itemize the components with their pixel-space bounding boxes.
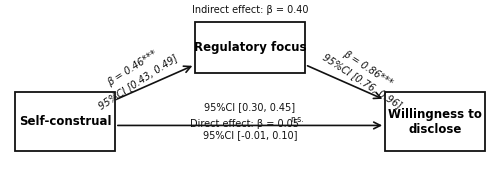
Text: 95%CI [0.30, 0.45]: 95%CI [0.30, 0.45] (204, 102, 296, 112)
Text: n.s.: n.s. (290, 115, 304, 124)
Text: Direct effect: β = 0.05: Direct effect: β = 0.05 (190, 119, 300, 130)
FancyBboxPatch shape (15, 92, 115, 151)
Text: Willingness to
disclose: Willingness to disclose (388, 108, 482, 135)
Text: β = 0.46***: β = 0.46*** (106, 49, 159, 88)
Text: 95%CI [0.76, 0.96]: 95%CI [0.76, 0.96] (321, 52, 404, 111)
FancyBboxPatch shape (195, 22, 305, 73)
Text: Indirect effect: β = 0.40: Indirect effect: β = 0.40 (192, 5, 308, 15)
Text: Regulatory focus: Regulatory focus (194, 41, 306, 54)
Text: 95%CI [-0.01, 0.10]: 95%CI [-0.01, 0.10] (203, 130, 297, 140)
Text: β = 0.86***: β = 0.86*** (341, 49, 394, 88)
FancyBboxPatch shape (385, 92, 485, 151)
Text: 95%CI [0.43, 0.49]: 95%CI [0.43, 0.49] (96, 52, 179, 111)
Text: Self-construal: Self-construal (19, 115, 111, 128)
